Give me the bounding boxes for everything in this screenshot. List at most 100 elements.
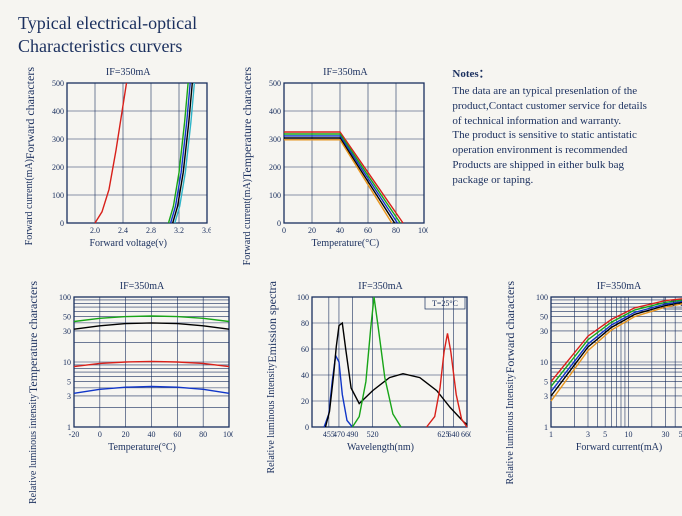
chart4-plot: 455470490520625640660020406080100T=25°C xyxy=(290,293,471,441)
svg-text:5: 5 xyxy=(544,378,548,387)
notes-line: The product is sensitive to static antis… xyxy=(452,128,647,158)
svg-text:20: 20 xyxy=(121,430,129,439)
svg-text:100: 100 xyxy=(223,430,233,439)
chart3-plot: -20020406080100135103050100 xyxy=(52,293,233,441)
chart-temp-current: Temperature characters Forward current(m… xyxy=(235,67,428,265)
svg-text:100: 100 xyxy=(269,191,281,200)
svg-text:10: 10 xyxy=(540,358,548,367)
svg-text:80: 80 xyxy=(301,319,309,328)
chart2-ylabel-main: Temperature characters xyxy=(241,67,254,179)
svg-text:80: 80 xyxy=(392,226,400,235)
svg-text:0: 0 xyxy=(282,226,286,235)
svg-text:30: 30 xyxy=(540,327,548,336)
chart4-ylabel-main: Emission spectra xyxy=(266,281,279,363)
title-line1: Typical electrical-optical xyxy=(18,13,197,33)
svg-text:20: 20 xyxy=(301,397,309,406)
svg-text:2.4: 2.4 xyxy=(118,226,128,235)
svg-text:400: 400 xyxy=(269,107,281,116)
svg-text:500: 500 xyxy=(52,79,64,88)
svg-text:1: 1 xyxy=(549,430,553,439)
svg-text:3: 3 xyxy=(544,392,548,401)
svg-text:640: 640 xyxy=(448,430,460,439)
svg-text:3: 3 xyxy=(67,392,71,401)
svg-text:5: 5 xyxy=(603,430,607,439)
svg-text:0: 0 xyxy=(277,219,281,228)
svg-text:60: 60 xyxy=(173,430,181,439)
notes-block: Notes： The data are an typical presenlat… xyxy=(452,67,647,188)
svg-text:80: 80 xyxy=(199,430,207,439)
svg-text:3: 3 xyxy=(585,430,589,439)
chart5-plot: 135103050100135103050100T=25°C xyxy=(529,293,682,441)
svg-text:20: 20 xyxy=(308,226,316,235)
notes-line: Products are shipped in either bulk bag … xyxy=(452,158,647,188)
svg-text:2.8: 2.8 xyxy=(146,226,156,235)
svg-text:2.0: 2.0 xyxy=(90,226,100,235)
svg-text:3.6: 3.6 xyxy=(202,226,211,235)
svg-text:100: 100 xyxy=(52,191,64,200)
svg-text:1: 1 xyxy=(67,423,71,432)
title-line2: Characteristics curvers xyxy=(18,36,182,56)
svg-text:0: 0 xyxy=(60,219,64,228)
chart1-ylabel-main: Forward characters xyxy=(24,67,37,159)
chart4-xlabel: Wavelength(nm) xyxy=(347,442,414,453)
svg-text:100: 100 xyxy=(536,293,548,302)
svg-text:10: 10 xyxy=(63,358,71,367)
chart5-ylabel-sub: Relative luminous Intensity xyxy=(506,374,517,485)
svg-text:40: 40 xyxy=(147,430,155,439)
chart3-top-label: IF=350mA xyxy=(120,281,165,292)
svg-text:470: 470 xyxy=(333,430,345,439)
chart4-ylabel-sub: Relative luminous Intensity xyxy=(267,363,278,474)
svg-text:0: 0 xyxy=(305,423,309,432)
svg-text:50: 50 xyxy=(63,313,71,322)
chart4-top-label: IF=350mA xyxy=(358,281,403,292)
svg-text:400: 400 xyxy=(52,107,64,116)
chart2-xlabel: Temperature(°C) xyxy=(312,238,380,249)
chart1-ylabel-sub: Forward current(mA) xyxy=(25,159,36,245)
page-title: Typical electrical-optical Characteristi… xyxy=(18,12,664,57)
chart3-xlabel: Temperature(°C) xyxy=(108,442,176,453)
svg-text:520: 520 xyxy=(367,430,379,439)
svg-text:50: 50 xyxy=(678,430,682,439)
svg-text:200: 200 xyxy=(52,163,64,172)
chart1-top-label: IF=350mA xyxy=(106,67,151,78)
svg-text:30: 30 xyxy=(63,327,71,336)
svg-text:1: 1 xyxy=(544,423,548,432)
chart-emission-spectra: Emission spectra Relative luminous Inten… xyxy=(257,281,472,473)
chart2-top-label: IF=350mA xyxy=(323,67,368,78)
svg-text:660: 660 xyxy=(461,430,471,439)
chart1-xlabel: Forward voltage(v) xyxy=(89,238,166,249)
svg-text:300: 300 xyxy=(52,135,64,144)
row-top: Forward characters Forward current(mA) I… xyxy=(18,67,664,265)
svg-text:3.2: 3.2 xyxy=(174,226,184,235)
notes-heading: Notes： xyxy=(452,67,647,82)
svg-text:T=25°C: T=25°C xyxy=(432,299,458,308)
chart5-ylabel-main: Forward characters xyxy=(504,281,517,373)
svg-text:100: 100 xyxy=(297,293,309,302)
svg-text:50: 50 xyxy=(540,313,548,322)
svg-text:500: 500 xyxy=(269,79,281,88)
svg-text:490: 490 xyxy=(346,430,358,439)
notes-line: The data are an typical presenlation of … xyxy=(452,84,647,129)
chart-forward-intensity: Forward characters Relative luminous Int… xyxy=(495,281,682,484)
svg-text:200: 200 xyxy=(269,163,281,172)
svg-text:300: 300 xyxy=(269,135,281,144)
svg-text:40: 40 xyxy=(336,226,344,235)
svg-text:40: 40 xyxy=(301,371,309,380)
svg-text:10: 10 xyxy=(624,430,632,439)
svg-text:5: 5 xyxy=(67,378,71,387)
svg-text:100: 100 xyxy=(59,293,71,302)
svg-text:60: 60 xyxy=(301,345,309,354)
chart-forward-iv: Forward characters Forward current(mA) I… xyxy=(18,67,211,249)
chart1-plot: 2.0 2.4 2.8 3.2 3.6 0 100 200 300 400 500 xyxy=(45,79,211,237)
svg-text:100: 100 xyxy=(418,226,428,235)
svg-text:0: 0 xyxy=(97,430,101,439)
chart3-ylabel-main: Temperature characters xyxy=(27,281,40,393)
svg-text:60: 60 xyxy=(364,226,372,235)
svg-text:T=25°C: T=25°C xyxy=(671,299,682,308)
chart-temp-intensity: Temperature characters Relative luminous… xyxy=(18,281,233,503)
chart5-top-label: IF=350mA xyxy=(597,281,642,292)
chart3-ylabel-sub: Relative luminous intensity xyxy=(29,394,40,504)
row-bottom: Temperature characters Relative luminous… xyxy=(18,281,664,503)
chart2-ylabel-sub: Forward current(mA) xyxy=(243,179,254,265)
chart5-xlabel: Forward current(mA) xyxy=(576,442,662,453)
